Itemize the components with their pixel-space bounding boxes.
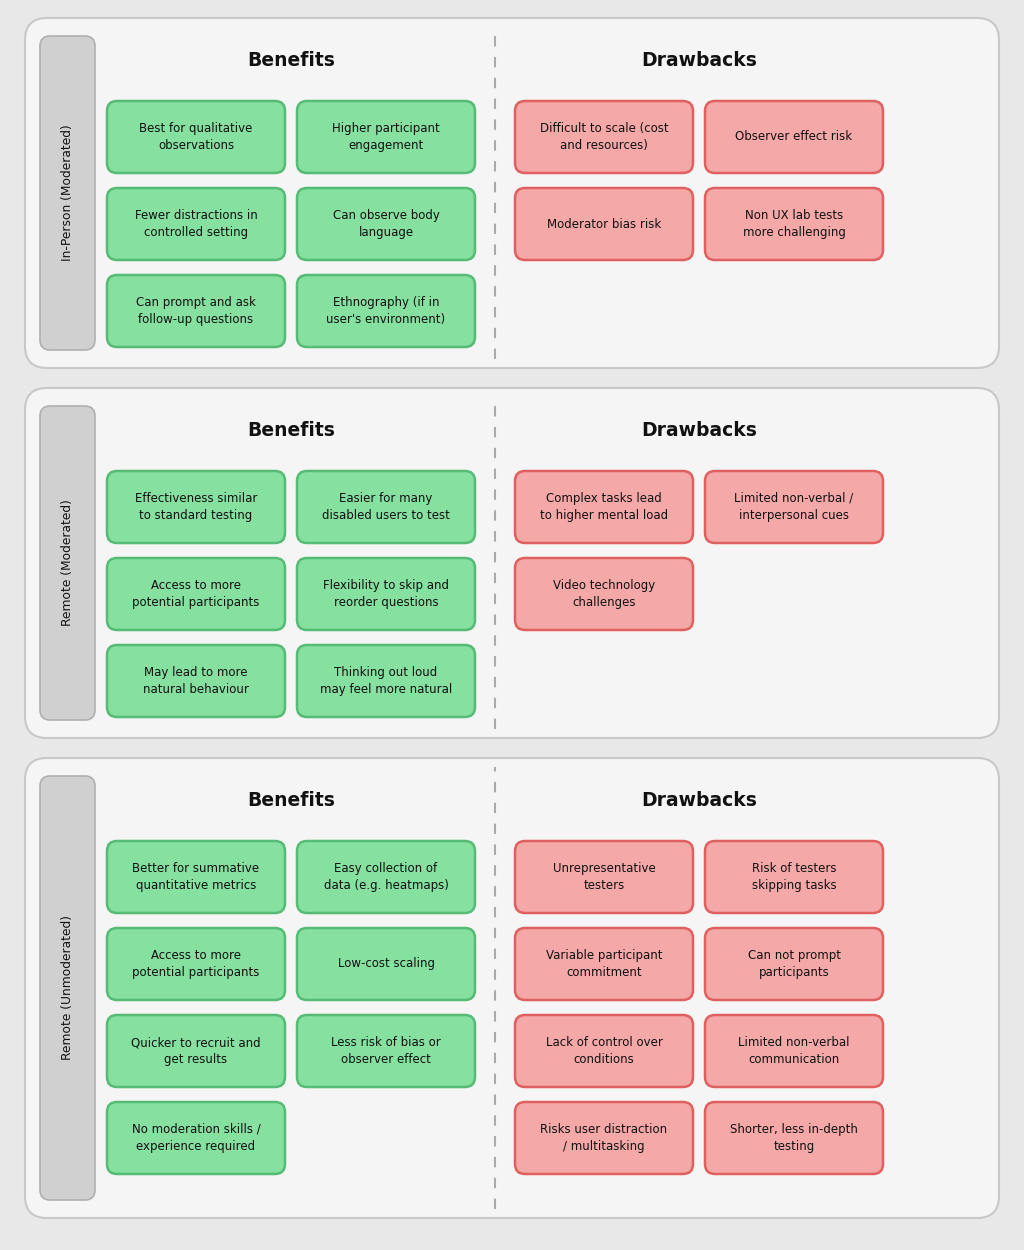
Text: Benefits: Benefits — [247, 51, 335, 70]
Text: Flexibility to skip and
reorder questions: Flexibility to skip and reorder question… — [323, 579, 449, 609]
FancyBboxPatch shape — [106, 275, 285, 348]
FancyBboxPatch shape — [515, 188, 693, 260]
Text: Thinking out loud
may feel more natural: Thinking out loud may feel more natural — [319, 666, 453, 696]
Text: Drawbacks: Drawbacks — [641, 421, 757, 440]
Text: Effectiveness similar
to standard testing: Effectiveness similar to standard testin… — [135, 492, 257, 522]
FancyBboxPatch shape — [106, 558, 285, 630]
Text: Benefits: Benefits — [247, 791, 335, 810]
Text: Less risk of bias or
observer effect: Less risk of bias or observer effect — [331, 1036, 441, 1066]
FancyBboxPatch shape — [106, 101, 285, 172]
Text: Can prompt and ask
follow-up questions: Can prompt and ask follow-up questions — [136, 296, 256, 326]
Text: Variable participant
commitment: Variable participant commitment — [546, 949, 663, 979]
FancyBboxPatch shape — [705, 188, 883, 260]
FancyBboxPatch shape — [106, 471, 285, 542]
Text: Observer effect risk: Observer effect risk — [735, 130, 853, 144]
FancyBboxPatch shape — [106, 928, 285, 1000]
FancyBboxPatch shape — [297, 1015, 475, 1088]
Text: Easy collection of
data (e.g. heatmaps): Easy collection of data (e.g. heatmaps) — [324, 862, 449, 892]
Text: Ethnography (if in
user's environment): Ethnography (if in user's environment) — [327, 296, 445, 326]
Text: Easier for many
disabled users to test: Easier for many disabled users to test — [323, 492, 450, 522]
FancyBboxPatch shape — [297, 928, 475, 1000]
FancyBboxPatch shape — [297, 471, 475, 542]
Text: Low-cost scaling: Low-cost scaling — [338, 958, 434, 970]
Text: Remote (Unmoderated): Remote (Unmoderated) — [61, 915, 74, 1060]
FancyBboxPatch shape — [515, 1015, 693, 1088]
Text: Access to more
potential participants: Access to more potential participants — [132, 579, 260, 609]
FancyBboxPatch shape — [40, 36, 95, 350]
Text: Complex tasks lead
to higher mental load: Complex tasks lead to higher mental load — [540, 492, 668, 522]
Text: In-Person (Moderated): In-Person (Moderated) — [61, 125, 74, 261]
FancyBboxPatch shape — [297, 188, 475, 260]
FancyBboxPatch shape — [297, 275, 475, 348]
Text: Benefits: Benefits — [247, 421, 335, 440]
Text: Best for qualitative
observations: Best for qualitative observations — [139, 122, 253, 152]
Text: Lack of control over
conditions: Lack of control over conditions — [546, 1036, 663, 1066]
Text: Can not prompt
participants: Can not prompt participants — [748, 949, 841, 979]
Text: Remote (Moderated): Remote (Moderated) — [61, 500, 74, 626]
FancyBboxPatch shape — [705, 841, 883, 912]
FancyBboxPatch shape — [106, 1102, 285, 1174]
Text: Risks user distraction
/ multitasking: Risks user distraction / multitasking — [541, 1122, 668, 1152]
Text: Higher participant
engagement: Higher participant engagement — [332, 122, 440, 152]
Text: Access to more
potential participants: Access to more potential participants — [132, 949, 260, 979]
FancyBboxPatch shape — [515, 101, 693, 172]
Text: Limited non-verbal
communication: Limited non-verbal communication — [738, 1036, 850, 1066]
FancyBboxPatch shape — [40, 776, 95, 1200]
FancyBboxPatch shape — [515, 1102, 693, 1174]
Text: Non UX lab tests
more challenging: Non UX lab tests more challenging — [742, 209, 846, 239]
FancyBboxPatch shape — [515, 471, 693, 542]
FancyBboxPatch shape — [705, 471, 883, 542]
Text: Difficult to scale (cost
and resources): Difficult to scale (cost and resources) — [540, 122, 669, 152]
FancyBboxPatch shape — [515, 558, 693, 630]
FancyBboxPatch shape — [25, 388, 999, 738]
Text: Quicker to recruit and
get results: Quicker to recruit and get results — [131, 1036, 261, 1066]
Text: Better for summative
quantitative metrics: Better for summative quantitative metric… — [132, 862, 259, 892]
FancyBboxPatch shape — [25, 758, 999, 1218]
FancyBboxPatch shape — [106, 1015, 285, 1088]
Text: Risk of testers
skipping tasks: Risk of testers skipping tasks — [752, 862, 837, 892]
FancyBboxPatch shape — [106, 841, 285, 912]
FancyBboxPatch shape — [705, 101, 883, 172]
FancyBboxPatch shape — [705, 928, 883, 1000]
Text: Drawbacks: Drawbacks — [641, 51, 757, 70]
Text: Can observe body
language: Can observe body language — [333, 209, 439, 239]
Text: Limited non-verbal /
interpersonal cues: Limited non-verbal / interpersonal cues — [734, 492, 854, 522]
FancyBboxPatch shape — [297, 841, 475, 912]
Text: No moderation skills /
experience required: No moderation skills / experience requir… — [132, 1122, 260, 1152]
Text: Shorter, less in-depth
testing: Shorter, less in-depth testing — [730, 1122, 858, 1152]
FancyBboxPatch shape — [25, 18, 999, 367]
FancyBboxPatch shape — [40, 406, 95, 720]
FancyBboxPatch shape — [705, 1015, 883, 1088]
FancyBboxPatch shape — [705, 1102, 883, 1174]
FancyBboxPatch shape — [297, 558, 475, 630]
FancyBboxPatch shape — [515, 928, 693, 1000]
FancyBboxPatch shape — [106, 645, 285, 717]
Text: Unrepresentative
testers: Unrepresentative testers — [553, 862, 655, 892]
FancyBboxPatch shape — [515, 841, 693, 912]
FancyBboxPatch shape — [297, 645, 475, 717]
FancyBboxPatch shape — [106, 188, 285, 260]
Text: Video technology
challenges: Video technology challenges — [553, 579, 655, 609]
Text: May lead to more
natural behaviour: May lead to more natural behaviour — [143, 666, 249, 696]
Text: Moderator bias risk: Moderator bias risk — [547, 217, 662, 230]
FancyBboxPatch shape — [297, 101, 475, 172]
Text: Fewer distractions in
controlled setting: Fewer distractions in controlled setting — [134, 209, 257, 239]
Text: Drawbacks: Drawbacks — [641, 791, 757, 810]
